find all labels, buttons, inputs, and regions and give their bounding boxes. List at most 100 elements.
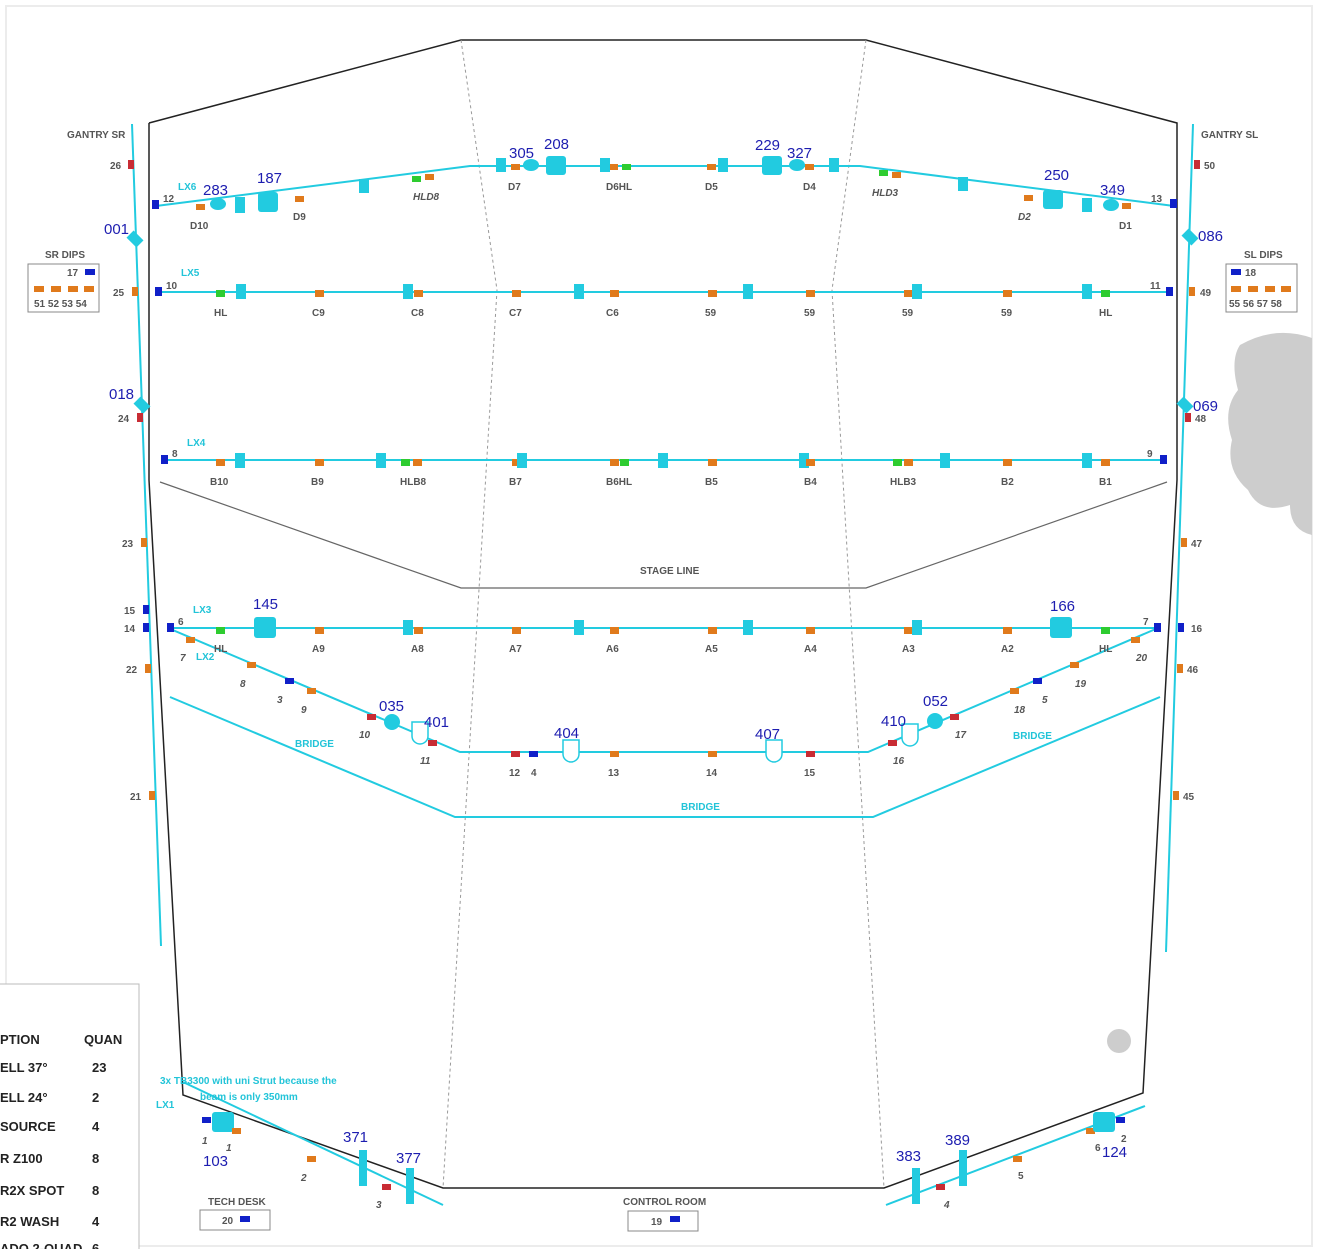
fixture-num: 401 [424, 714, 449, 731]
lx6-label: LX6 [178, 182, 197, 193]
gantry-sr-label: GANTRY SR [67, 130, 126, 141]
lx4-label: LX4 [187, 438, 206, 449]
sr-circuit: 15 [124, 606, 136, 617]
lx5-label: LX5 [181, 268, 200, 279]
unit-label: 20 [1135, 653, 1148, 664]
lx5-end-left: 10 [166, 281, 178, 292]
unit-label: 9 [301, 705, 307, 716]
fixture-num: 187 [257, 170, 282, 187]
unit-label: 59 [804, 308, 816, 319]
control-room: CONTROL ROOM 19 [623, 1197, 706, 1232]
fixture-num: 052 [923, 693, 948, 710]
unit-label: D10 [190, 221, 209, 232]
unit-label: B5 [705, 477, 718, 488]
unit-label: 12 [509, 768, 521, 779]
unit-label: D7 [508, 182, 521, 193]
unit-label: 59 [902, 308, 914, 319]
lx6-fixtures: 12 13 283 187 305 208 229 3 [152, 136, 1177, 232]
unit-label: HLD3 [872, 188, 899, 199]
gantry-pipes [131, 123, 1194, 953]
unit-label: 59 [705, 308, 717, 319]
fixture-num: 349 [1100, 182, 1125, 199]
gantry-fixtures: 001 018 086 069 26 25 24 23 15 14 22 21 … [104, 160, 1223, 803]
sr-circuit: 14 [124, 624, 136, 635]
unit-label: A3 [902, 644, 915, 655]
legend-row-qty: 8 [92, 1151, 99, 1166]
sl-circuit: 47 [1191, 539, 1203, 550]
unit-label: 11 [420, 756, 431, 767]
fixture-num: 035 [379, 698, 404, 715]
unit-label: 3 [376, 1200, 382, 1211]
legend-row-qty: 23 [92, 1060, 106, 1075]
fixture-num: 389 [945, 1132, 970, 1149]
legend-col1: PTION [0, 1032, 40, 1047]
grey-dot [1107, 1029, 1131, 1053]
unit-label: 13 [608, 768, 620, 779]
unit-label: 19 [1075, 679, 1087, 690]
unit-label: D4 [803, 182, 816, 193]
sl-circuit: 46 [1187, 665, 1199, 676]
unit-label: 7 [180, 653, 186, 664]
legend-row-qty: 4 [92, 1119, 100, 1134]
unit-label: 8 [240, 679, 246, 690]
sl-dips-top: 18 [1245, 268, 1257, 279]
legend-row-qty: 4 [92, 1214, 100, 1229]
unit-label: 1 [202, 1136, 208, 1147]
unit-label: 14 [706, 768, 718, 779]
unit-label: 4 [943, 1200, 950, 1211]
sr-circuit: 23 [122, 539, 134, 550]
bridge-label-center: BRIDGE [681, 802, 720, 813]
legend-row-name: R2 WASH [0, 1214, 59, 1229]
fixture-num: 250 [1044, 167, 1069, 184]
stage-line [159, 481, 1168, 589]
legend-row-name: ELL 37° [0, 1060, 48, 1075]
sr-dips-top: 17 [67, 268, 79, 279]
cloud-blob [1228, 332, 1312, 535]
lx3-fixtures: 6 7 145 166 HL A9 A8 A7 A6 A5 A4 A3 A2 H… [167, 596, 1161, 655]
unit-label: HLD8 [413, 192, 440, 203]
unit-label: 2 [1121, 1134, 1127, 1145]
fixture-num: 305 [509, 145, 534, 162]
unit-label: 5 [1018, 1171, 1024, 1182]
sl-circuit: 45 [1183, 792, 1195, 803]
unit-label: D9 [293, 212, 306, 223]
unit-label: A9 [312, 644, 325, 655]
lx2-label: LX2 [196, 652, 215, 663]
unit-label: B1 [1099, 477, 1112, 488]
lx1-note-line1: 3x TB3300 with uni Strut because the [160, 1076, 337, 1087]
lx3-label: LX3 [193, 605, 212, 616]
unit-label: A8 [411, 644, 424, 655]
unit-label: C7 [509, 308, 522, 319]
unit-label: B6HL [606, 477, 632, 488]
unit-label: HL [1099, 644, 1112, 655]
lx5-fixtures: 10 11 HL C9 C8 C7 C6 59 59 59 59 HL [155, 281, 1173, 319]
unit-label: B9 [311, 477, 324, 488]
fixture-num: 407 [755, 726, 780, 743]
sl-circuit: 49 [1200, 288, 1212, 299]
unit-label: A5 [705, 644, 718, 655]
unit-label: B2 [1001, 477, 1014, 488]
unit-label: D6HL [606, 182, 632, 193]
lx2-fixtures: 035 401 404 407 410 052 7 8 3 9 10 11 12… [180, 637, 1148, 779]
unit-label: 18 [1014, 705, 1026, 716]
sl-dips-blue [1231, 269, 1241, 275]
unit-label: C6 [606, 308, 619, 319]
lx5-end-right: 11 [1150, 281, 1161, 292]
unit-label: B10 [210, 477, 229, 488]
unit-label: 1 [226, 1143, 232, 1154]
unit-label: A7 [509, 644, 522, 655]
legend-row-qty: 6 [92, 1241, 99, 1249]
unit-label: 6 [1095, 1143, 1101, 1154]
legend-row-qty: 8 [92, 1183, 99, 1198]
unit-label: B7 [509, 477, 522, 488]
unit-label: 5 [1042, 695, 1048, 706]
unit-label: HL [214, 644, 227, 655]
bridge-label-right: BRIDGE [1013, 731, 1052, 742]
legend-table: PTION QUAN ELL 37° 23 ELL 24° 2 SOURCE 4… [0, 983, 140, 1254]
unit-label: D2 [1018, 212, 1031, 223]
legend-row-qty: 2 [92, 1090, 99, 1105]
unit-label: 4 [531, 768, 537, 779]
sl-circuit: 48 [1195, 414, 1207, 425]
